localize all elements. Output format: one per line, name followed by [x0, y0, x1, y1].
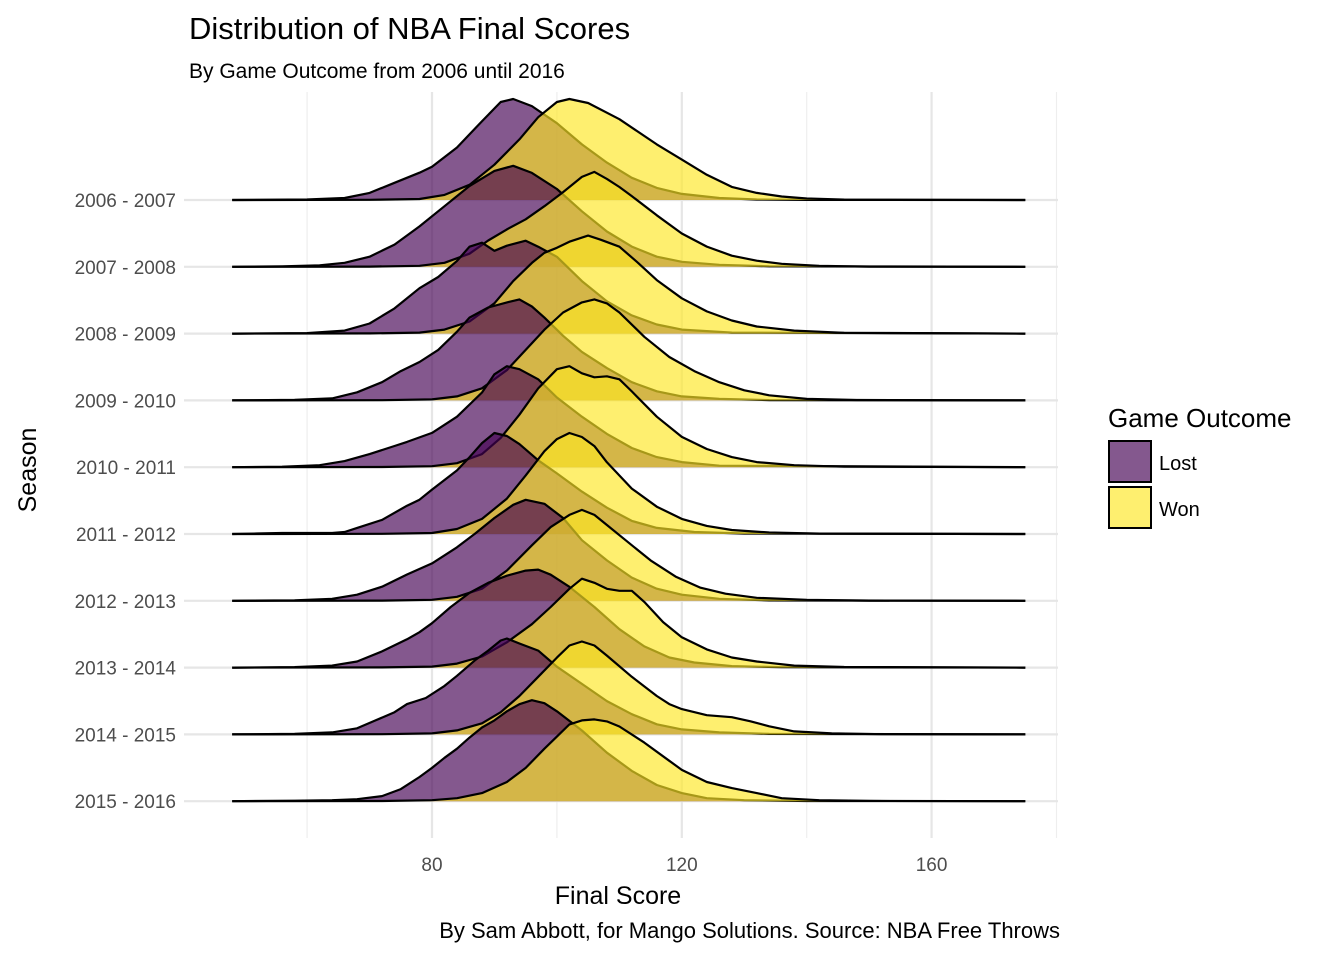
ridge-fill-lost	[232, 700, 1026, 802]
chart-title: Distribution of NBA Final Scores	[189, 11, 630, 46]
y-tick-label: 2015 - 2016	[75, 792, 176, 813]
ridge-line-won	[232, 431, 1026, 536]
x-axis-title: Final Score	[555, 882, 681, 910]
y-tick-label: 2008 - 2009	[75, 325, 176, 346]
legend-title: Game Outcome	[1108, 403, 1292, 433]
ridge-fill-won	[232, 719, 1026, 802]
ridge-fill-won	[232, 509, 1026, 601]
ridge-fill-lost	[232, 366, 1026, 468]
ridge-fill-won	[232, 99, 1026, 200]
ridge-fill-lost	[232, 99, 1026, 200]
y-axis-ticks: 2006 - 2007 2007 - 2008 2008 - 2009 2009 - …	[75, 191, 177, 813]
y-tick-label: 2014 - 2015	[75, 725, 176, 746]
ridge-fill-lost	[232, 638, 1026, 735]
ridge-fill-won	[232, 641, 1026, 735]
ridge-line-won	[232, 234, 1026, 335]
ridge-fill-lost	[232, 499, 1026, 601]
ridge-line-won	[232, 298, 1026, 402]
ridge-line-won	[232, 508, 1026, 602]
legend: Game Outcome Lost Won	[1108, 403, 1292, 529]
x-axis-ticks: 80 120 160	[421, 855, 947, 876]
ridge-fill-lost	[232, 240, 1026, 334]
ridge-line-won	[232, 640, 1026, 736]
chart-caption: By Sam Abbott, for Mango Solutions. Sour…	[439, 918, 1060, 943]
y-tick-label: 2012 - 2013	[75, 592, 176, 613]
ridge-fill-lost	[232, 433, 1026, 534]
ridge-fill-won	[232, 171, 1026, 267]
legend-swatch-won	[1108, 486, 1152, 529]
ridge-fill-won	[232, 235, 1026, 334]
ridge-line-won	[232, 577, 1026, 669]
x-tick-label: 120	[666, 855, 698, 876]
legend-label-won: Won	[1159, 499, 1200, 521]
legend-label-lost: Lost	[1159, 453, 1197, 475]
ridge-fill-won	[232, 578, 1026, 668]
ridges	[232, 97, 1026, 803]
ridge-fill-lost	[232, 569, 1026, 668]
ridge-fill-won	[232, 433, 1026, 534]
y-tick-label: 2007 - 2008	[75, 258, 176, 279]
y-axis-title: Season	[14, 428, 42, 513]
chart-subtitle: By Game Outcome from 2006 until 2016	[189, 60, 565, 83]
y-tick-label: 2011 - 2012	[76, 525, 176, 546]
ridge-line-won	[232, 97, 1026, 202]
y-tick-label: 2010 - 2011	[76, 458, 176, 479]
ridge-line-won	[232, 718, 1026, 803]
ridge-fill-won	[232, 299, 1026, 401]
ridge-fill-lost	[232, 165, 1026, 267]
x-tick-label: 80	[421, 855, 442, 876]
ridge-fill-won	[232, 366, 1026, 468]
x-tick-label: 160	[916, 855, 948, 876]
legend-swatch-lost	[1108, 440, 1152, 483]
y-tick-label: 2006 - 2007	[75, 191, 176, 212]
y-tick-label: 2013 - 2014	[75, 659, 177, 680]
y-tick-label: 2009 - 2010	[75, 391, 176, 412]
ridge-fill-lost	[232, 299, 1026, 401]
